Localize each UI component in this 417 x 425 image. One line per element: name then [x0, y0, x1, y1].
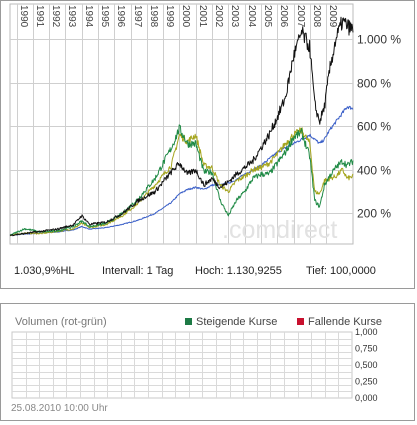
volume-y-tick-label: 0,000: [355, 393, 378, 403]
x-tick-label: 1993: [66, 5, 77, 28]
series-line-2: [9, 127, 354, 237]
x-tick-label: 1990: [18, 5, 29, 28]
x-tick-label: 1996: [115, 5, 126, 28]
volume-y-tick-label: 0,750: [355, 344, 378, 354]
volume-y-tick-label: 0,250: [355, 377, 378, 387]
y-tick-label: 400 %: [357, 164, 391, 178]
legend-falling: Fallende Kurse: [297, 316, 382, 328]
series-line-0: [9, 16, 354, 237]
y-tick-label: 200 %: [357, 207, 391, 221]
series-line-1: [9, 105, 354, 236]
x-tick-label: 2002: [213, 5, 224, 28]
x-tick-label: 2004: [246, 5, 257, 28]
volume-title: Volumen (rot-grün): [15, 316, 107, 328]
hl-readout: 1.030,9%HL: [14, 265, 75, 277]
y-tick-label: 600 %: [357, 120, 391, 134]
x-tick-label: 1997: [132, 5, 143, 28]
volume-y-tick-label: 0,500: [355, 360, 378, 370]
x-tick-label: 1999: [164, 5, 175, 28]
y-tick-label: 800 %: [357, 77, 391, 91]
interval-readout: Intervall: 1 Tag: [102, 265, 174, 277]
x-tick-label: 1991: [34, 5, 45, 28]
legend-rising-swatch: [185, 318, 192, 325]
x-tick-label: 1995: [99, 5, 110, 28]
x-tick-label: 2000: [180, 5, 191, 28]
x-tick-label: 2003: [229, 5, 240, 28]
x-tick-label: 1994: [83, 5, 94, 28]
x-tick-label: 2007: [295, 5, 306, 28]
legend-falling-swatch: [297, 318, 304, 325]
comdirect-watermark: .comdirect: [222, 216, 337, 244]
x-tick-label: 1992: [50, 5, 61, 28]
price-chart-panel: [0, 0, 415, 289]
x-tick-label: 2008: [311, 5, 322, 28]
legend-rising-label: Steigende Kurse: [196, 316, 278, 328]
volume-y-tick-label: 1,000: [355, 327, 378, 337]
legend-rising: Steigende Kurse: [185, 316, 277, 328]
x-tick-label: 1998: [148, 5, 159, 28]
x-tick-label: 2006: [278, 5, 289, 28]
series-line-3: [9, 124, 354, 236]
timestamp: 25.08.2010 10:00 Uhr: [11, 403, 108, 414]
x-tick-label: 2005: [262, 5, 273, 28]
legend-falling-label: Fallende Kurse: [308, 316, 382, 328]
y-tick-label: 1.000 %: [357, 33, 401, 47]
plot-area: [9, 3, 354, 245]
volume-chart-panel: [0, 303, 415, 421]
x-tick-label: 2009: [327, 5, 338, 28]
low-readout: Tief: 100,0000: [306, 265, 376, 277]
x-tick-label: 2001: [197, 5, 208, 28]
high-readout: Hoch: 1.130,9255: [195, 265, 282, 277]
